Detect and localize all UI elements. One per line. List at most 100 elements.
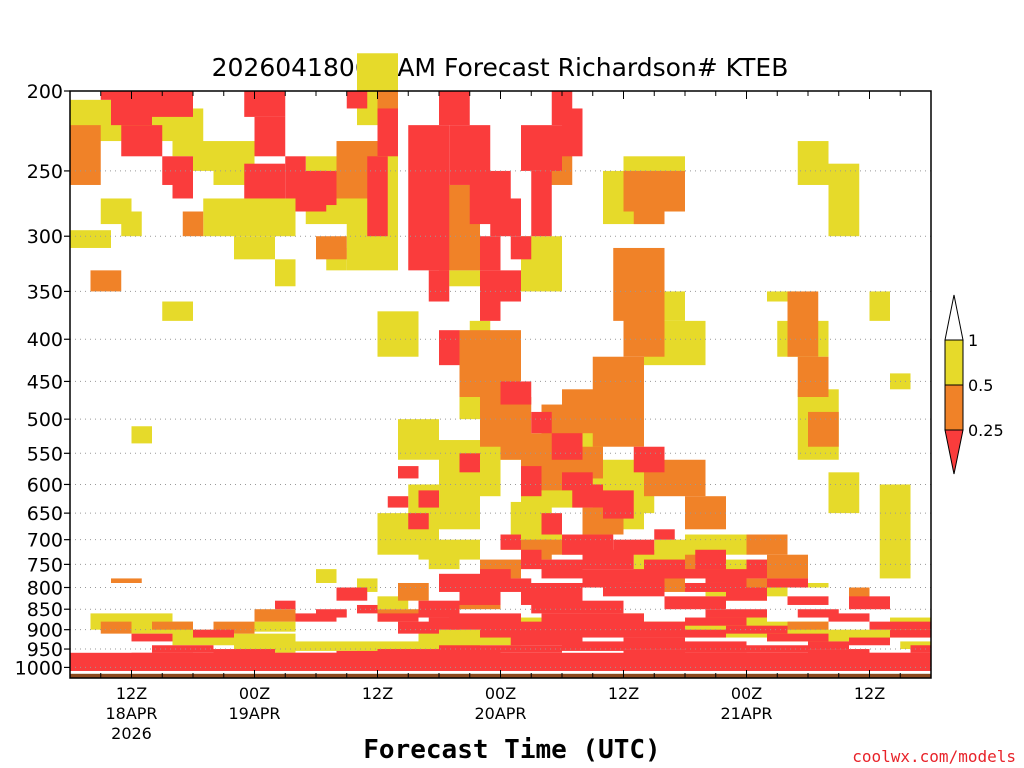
cell-ri-mid [316,236,347,260]
cell-ri-low [131,633,173,642]
cell-ri-low [418,600,460,618]
cell-ri-low [480,236,501,271]
cell-ri-low [746,559,767,579]
y-tick-label: 750 [27,554,63,576]
cell-ri-low [100,91,122,100]
cell-ri-low [152,645,214,653]
cell-ri-low [685,641,747,653]
cell-ri-low [726,587,767,601]
cell-ri-low [654,529,675,540]
cell-ri-low [808,649,870,657]
cell-ri-low [459,453,480,473]
cell-ri-high [234,633,296,653]
x-tick-date: 18APR [105,704,157,723]
cell-ri-mid [70,125,101,185]
cell-ri-low [869,621,931,630]
cell-ri-high [203,198,296,237]
cells-surface-group [70,652,931,671]
y-tick-label: 300 [27,226,63,248]
cell-ri-low [418,490,439,508]
legend-label: 0.5 [968,376,993,395]
cell-ri-low [767,633,829,642]
x-tick-year: 2026 [111,724,152,743]
cell-ri-low [603,582,665,597]
cell-ri-low [572,484,603,508]
cell-ri-low [428,270,450,302]
cell-ri-low [510,236,532,260]
plot-area [69,53,932,679]
cell-ri-low [890,629,931,638]
x-tick-time: 12Z [854,684,885,703]
x-tick-time: 12Z [608,684,639,703]
legend-swatch-mid [944,384,964,431]
cell-ri-low [408,125,450,271]
cell-ri-low [746,645,808,653]
cell-ri-low [500,534,521,550]
cell-ri-low [521,466,542,497]
cell-ri-high [828,472,860,514]
y-axis: 200 250 300 350 400 450 500 550 600 650 7007508008… [15,81,70,679]
cell-ri-mid [787,621,829,630]
cell-ri-low [377,613,419,622]
x-axis-label: Forecast Time (UTC) [363,735,660,765]
cell-ri-low [316,609,347,618]
cell-ri-high [449,270,480,287]
cell-ri-mid [623,311,665,357]
cell-ri-mid [254,609,296,622]
legend-arrow-bottom [944,429,964,475]
cell-ri-low [500,381,532,405]
gridlines [70,170,931,668]
cell-ri-low [244,163,286,199]
cell-ri-mid [613,247,665,321]
cell-ri-low [664,596,726,610]
cell-ri-low [336,587,368,601]
y-tick-label: 200 [27,81,63,103]
cell-ri-high [767,291,798,302]
cell-ri-low [767,578,808,588]
cell-ri-mid [746,534,788,555]
y-tick-label: 550 [27,443,63,465]
cell-ri-high [797,141,829,185]
cell-ri-low [705,609,767,618]
cell-ri-mid [111,578,142,583]
cell-ri-high [828,163,860,237]
y-tick-label: 700 [27,530,63,552]
cell-ri-low [193,629,234,638]
y-tick-label: 350 [27,281,63,303]
cell-ri-mid [787,291,819,357]
y-tick-label: 850 [27,599,63,621]
x-tick-date: 21APR [720,704,772,723]
cell-ri-low [633,446,665,473]
x-tick-time: 00Z [485,684,516,703]
cell-ri-low [541,559,583,579]
cell-ri-low [685,617,747,626]
legend-label: 0.25 [968,421,1004,440]
cell-ri-high [121,211,142,237]
cell-ri-low [695,549,726,570]
cell-ri-high [316,569,337,583]
cell-ri-high [234,236,275,260]
cell-ri-low [500,645,562,653]
cell-ri-mid [633,184,665,225]
cell-ri-low [357,604,378,614]
x-tick-date: 19APR [228,704,280,723]
cell-ri-low [121,125,163,157]
y-tick-label: 950 [27,639,63,661]
cell-ri-low [254,116,286,157]
cell-ri-low [398,621,439,634]
y-tick-label: 500 [27,409,63,431]
cell-ri-low [562,108,583,157]
cell-ri-low [213,649,275,657]
cell-ri-low [439,645,501,657]
cell-ri-low [531,411,552,434]
cell-ri-low [849,596,890,610]
x-tick-time: 00Z [731,684,762,703]
cell-ri-low [152,91,193,117]
cell-ri-low [603,490,634,519]
cell-ri-low [541,513,562,535]
cell-ri-high [398,419,439,460]
cell-ri-low [726,625,788,634]
cell-ri-low [521,125,562,171]
